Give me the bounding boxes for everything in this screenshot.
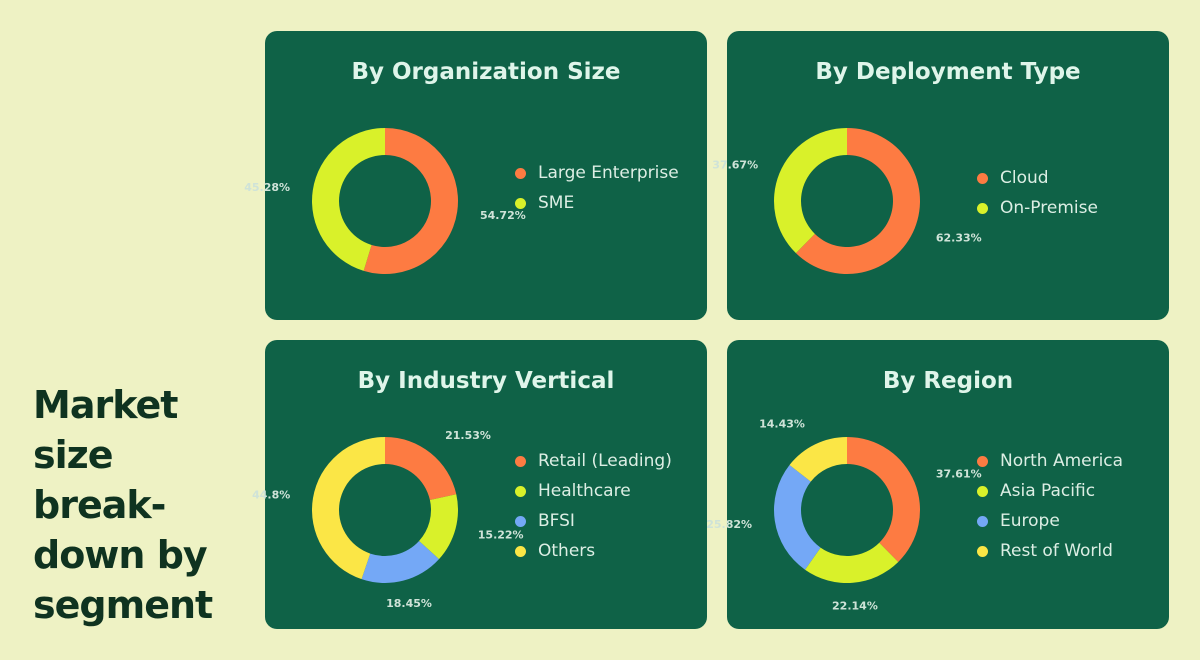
headline: Market size break- down by segment <box>33 380 253 630</box>
legend-swatch <box>515 485 526 497</box>
legend-swatch <box>515 515 526 527</box>
legend-label: Cloud <box>1000 168 1049 188</box>
slice-value-label: 18.45% <box>386 597 432 610</box>
chart-card-deployment-type: By Deployment Type 62.33% 37.67% Cloud On-… <box>712 31 1169 320</box>
legend-label: North America <box>1000 451 1124 471</box>
legend-swatch <box>977 485 988 497</box>
legend-swatch <box>515 455 526 467</box>
donut-slice-europe <box>774 465 821 570</box>
legend-label: Others <box>538 541 596 561</box>
legend-label: Healthcare <box>538 481 631 501</box>
legend-swatch <box>977 172 988 184</box>
slice-value-label: 37.61% <box>936 468 982 481</box>
slice-value-label: 25.82% <box>706 518 752 531</box>
legend-item-large-enterprise: Large Enterprise <box>515 158 679 188</box>
legend-label: Large Enterprise <box>538 163 679 183</box>
headline-line: break- <box>33 483 166 527</box>
donut-slice-sme <box>312 128 385 271</box>
legend-swatch <box>977 545 988 557</box>
legend-label: Europe <box>1000 511 1060 531</box>
slice-value-label: 22.14% <box>832 600 878 613</box>
donut-slice-bfsi <box>361 540 439 583</box>
legend-swatch <box>515 197 526 209</box>
headline-line: segment <box>33 583 213 627</box>
legend-item-europe: Europe <box>977 506 1123 536</box>
legend-item-bfsi: BFSI <box>515 506 672 536</box>
legend-swatch <box>515 167 526 179</box>
donut-slice-large-enterprise <box>363 128 459 274</box>
slice-value-label: 37.67% <box>712 159 758 172</box>
legend-item-cloud: Cloud <box>977 163 1098 193</box>
slice-value-label: 14.43% <box>759 418 805 431</box>
headline-line: down by <box>33 533 208 577</box>
chart-title: By Region <box>882 368 1014 394</box>
donut-chart: 54.72% 45.28% <box>244 128 526 274</box>
donut-chart: 37.61% 22.14% 25.82% 14.43% <box>706 418 981 613</box>
legend-item-others: Others <box>515 536 672 566</box>
chart-legend: Retail (Leading) Healthcare BFSI Others <box>515 446 672 566</box>
legend-label: SME <box>538 193 575 213</box>
legend-swatch <box>515 545 526 557</box>
legend-item-retail-leading: Retail (Leading) <box>515 446 672 476</box>
headline-line: size <box>33 433 114 477</box>
legend-swatch <box>977 202 988 214</box>
donut-slice-asia-pacific <box>805 542 899 583</box>
donut-chart: 21.53% 15.22% 18.45% 44.8% <box>252 429 523 610</box>
donut-slice-healthcare <box>419 494 458 560</box>
donut-slice-others <box>312 437 385 580</box>
chart-legend: Cloud On-Premise <box>977 163 1098 223</box>
chart-card-region: By Region 37.61% 22.14% 25.82% 14.43% North… <box>706 340 1169 629</box>
headline-line: Market <box>33 383 178 427</box>
legend-swatch <box>977 515 988 527</box>
slice-value-label: 21.53% <box>445 429 491 442</box>
chart-card-organization-size: By Organization Size 54.72% 45.28% Large … <box>244 31 707 320</box>
chart-title: By Industry Vertical <box>357 368 615 394</box>
slice-value-label: 44.8% <box>252 488 290 501</box>
donut-slice-on-premise <box>774 128 847 254</box>
chart-card-industry-vertical: By Industry Vertical 21.53% 15.22% 18.45% 4… <box>252 340 707 629</box>
slice-value-label: 45.28% <box>244 181 290 194</box>
donut-slice-rest-of-world <box>789 437 847 482</box>
chart-title: By Organization Size <box>351 59 621 85</box>
donut-slice-retail-leading <box>385 437 457 501</box>
legend-label: BFSI <box>538 511 575 531</box>
donut-slice-north-america <box>847 437 920 562</box>
chart-legend: North America Asia Pacific Europe Rest of W… <box>977 446 1123 566</box>
legend-item-rest-of-world: Rest of World <box>977 536 1123 566</box>
legend-label: On-Premise <box>1000 198 1098 218</box>
slice-value-label: 54.72% <box>480 209 526 222</box>
donut-slice-cloud <box>795 128 920 274</box>
chart-title: By Deployment Type <box>815 59 1081 85</box>
legend-swatch <box>977 455 988 467</box>
slice-value-label: 15.22% <box>478 529 524 542</box>
legend-item-sme: SME <box>515 188 679 218</box>
legend-item-asia-pacific: Asia Pacific <box>977 476 1123 506</box>
donut-chart: 62.33% 37.67% <box>712 128 982 274</box>
legend-label: Retail (Leading) <box>538 451 672 471</box>
legend-item-on-premise: On-Premise <box>977 193 1098 223</box>
legend-item-north-america: North America <box>977 446 1123 476</box>
legend-label: Rest of World <box>1000 541 1113 561</box>
legend-label: Asia Pacific <box>1000 481 1096 501</box>
legend-item-healthcare: Healthcare <box>515 476 672 506</box>
slice-value-label: 62.33% <box>936 231 982 244</box>
chart-legend: Large Enterprise SME <box>515 158 679 218</box>
